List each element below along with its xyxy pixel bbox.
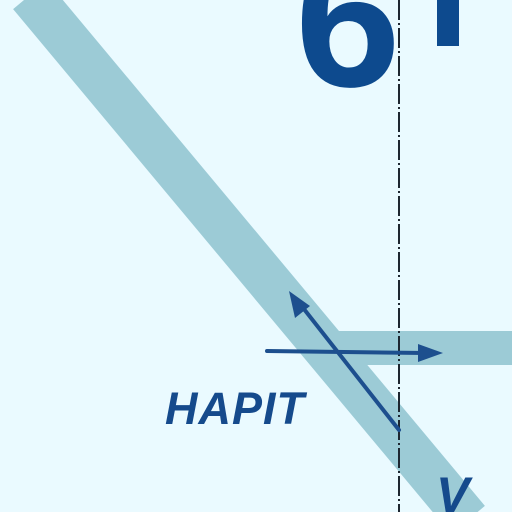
fix-arrow-east-head bbox=[418, 344, 443, 362]
fix-label-hapit: HAPIT bbox=[165, 383, 308, 434]
altitude-tick-mark bbox=[437, 0, 459, 46]
airway-diagonal bbox=[13, 0, 485, 512]
fix-arrow-northwest-line bbox=[298, 302, 401, 432]
fix-arrow-northwest-head bbox=[289, 291, 310, 318]
altitude-number-fragment: 6 bbox=[295, 0, 401, 127]
edge-label-fragment: V bbox=[436, 467, 473, 512]
fix-arrow-east-line bbox=[265, 349, 427, 355]
